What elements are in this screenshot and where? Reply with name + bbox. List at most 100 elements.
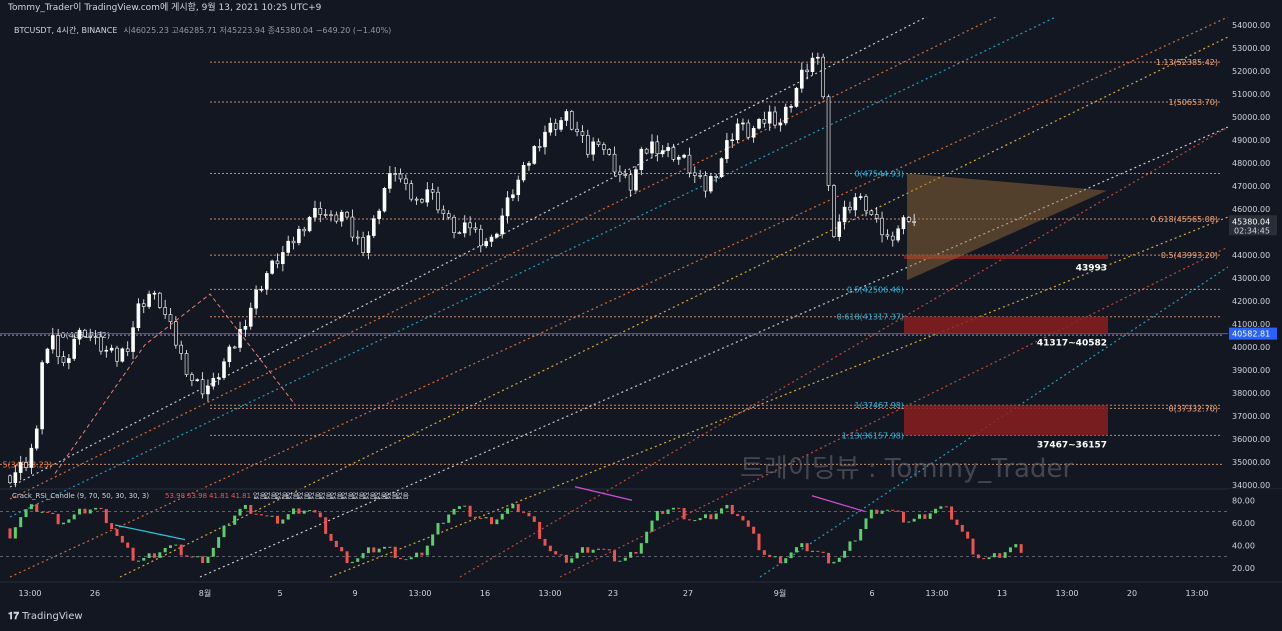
rsi-candle [185, 555, 189, 557]
candle-body [676, 156, 681, 160]
rsi-candle [67, 519, 71, 523]
rsi-candle [313, 510, 317, 513]
fib-label: 0.618(45565.08) [1151, 215, 1218, 224]
rsi-candle [618, 560, 622, 562]
candle-body [8, 475, 12, 483]
rsi-candle [821, 551, 825, 553]
rsi-candle [136, 560, 140, 562]
candle-body [371, 218, 376, 236]
rsi-candle [987, 557, 991, 560]
rsi-candle [425, 545, 429, 556]
time-tick: 9월 [774, 588, 786, 598]
rsi-candle [896, 510, 900, 512]
rsi-candle [982, 558, 986, 560]
candle-body [580, 131, 585, 136]
rsi-candle [286, 514, 290, 520]
rsi-candle [597, 548, 600, 550]
candle-body [254, 289, 258, 309]
time-axis[interactable]: 13:00 26 8월 5 9 13:00 16 13:00 23 27 9월 6 13:00 13 13:… [0, 581, 1282, 598]
rsi-candle [976, 554, 980, 559]
rsi-candle [827, 552, 831, 564]
fib-label: 0.618(41317.37) [837, 313, 904, 322]
rsi-candle [800, 543, 804, 548]
candle-body [264, 273, 269, 290]
candle-body [115, 347, 119, 362]
rsi-candle [687, 519, 691, 521]
orange-channel-mid [9, 17, 1229, 578]
time-tick: 20 [1127, 589, 1137, 598]
price-tick: 34000.00 [1232, 481, 1270, 490]
zone-label: 43993 [1076, 263, 1107, 273]
candle-body [18, 462, 23, 473]
rsi-candle [372, 547, 376, 553]
rsi-candle [848, 541, 852, 551]
chart-area[interactable]: 1.13(52385.42) 1(50653.70) 0(47544.93) 0.61… [0, 17, 1282, 603]
fib-label: 1.13(36157.98) [842, 431, 904, 440]
rsi-candle [741, 515, 745, 521]
fib-label: 0.5(43993.20) [1161, 251, 1218, 260]
price-axis[interactable]: 54000.00 53000.00 52000.00 51000.00 50000.00… [1228, 17, 1282, 490]
publish-header: Tommy_Trader이 TradingView.com에 게시함, 9월 1… [0, 0, 1282, 17]
indicator-value: 없음 [275, 492, 288, 500]
rsi-candle [543, 538, 547, 546]
rsi-candle [650, 520, 654, 532]
candle-body [602, 144, 606, 150]
rsi-candle [677, 507, 681, 509]
rsi-candle [950, 506, 954, 520]
indicator-value: 없음 [286, 492, 299, 500]
candle-body [853, 197, 858, 211]
rsi-candle [853, 540, 857, 542]
candle-body [634, 169, 638, 191]
rsi-candle [35, 504, 39, 512]
rsi-candle [586, 547, 590, 553]
rsi-candle [447, 514, 451, 523]
rsi-candle [500, 513, 504, 520]
indicator-value: 없음 [396, 492, 409, 500]
rsi-candle [56, 513, 60, 525]
candle-body [109, 347, 114, 351]
rsi-candle [88, 509, 92, 514]
candle-body [355, 236, 360, 239]
candle-body [334, 214, 339, 222]
candle-body [564, 111, 569, 121]
rsi-candle [238, 508, 242, 516]
candle-body [195, 379, 200, 381]
rsi-candle [126, 542, 130, 548]
candle-body [505, 197, 510, 217]
candle-body [698, 175, 702, 177]
candle-body [810, 57, 815, 72]
rsi-pane[interactable]: Crack_RSI_Candle (9, 70, 50, 30, 30, 3) 5… [0, 486, 1282, 581]
rsi-candle [880, 510, 884, 514]
rsi-candle [752, 526, 756, 534]
rsi-candle [554, 551, 558, 555]
rsi-candle [901, 511, 905, 523]
candle-body [323, 214, 328, 216]
tradingview-logo[interactable]: 𝟏𝟕 TradingView [8, 611, 83, 622]
candle-body [537, 146, 542, 148]
candle-body [227, 346, 232, 363]
rsi-candle [169, 545, 172, 548]
rsi-candle [971, 538, 975, 555]
rsi-candle [918, 514, 921, 519]
indicator-legend: Crack_RSI_Candle (9, 70, 50, 30, 30, 3) [12, 492, 149, 500]
rsi-candle [730, 504, 734, 515]
rsi-candle [78, 508, 82, 515]
rsi-candle [393, 546, 397, 558]
candle-body [521, 165, 526, 181]
rsi-candle [115, 529, 119, 536]
red-channel-upper [459, 126, 1229, 578]
triangle-pattern [907, 173, 1107, 281]
candle-body [361, 236, 365, 253]
rsi-candle [538, 521, 542, 539]
rsi-candle [939, 506, 943, 509]
indicator-value: 없음 [352, 492, 365, 500]
rsi-candle [992, 553, 996, 558]
candle-body [575, 128, 579, 133]
candle-body [837, 221, 842, 237]
ohlc-values: 시46025.23 고46285.71 저45223.94 종45380.04 … [123, 26, 391, 35]
rsi-candle [383, 546, 386, 549]
rsi-candle [778, 556, 782, 564]
candle-body [238, 328, 242, 348]
rsi-candle [233, 515, 237, 525]
rsi-candle [891, 509, 895, 511]
